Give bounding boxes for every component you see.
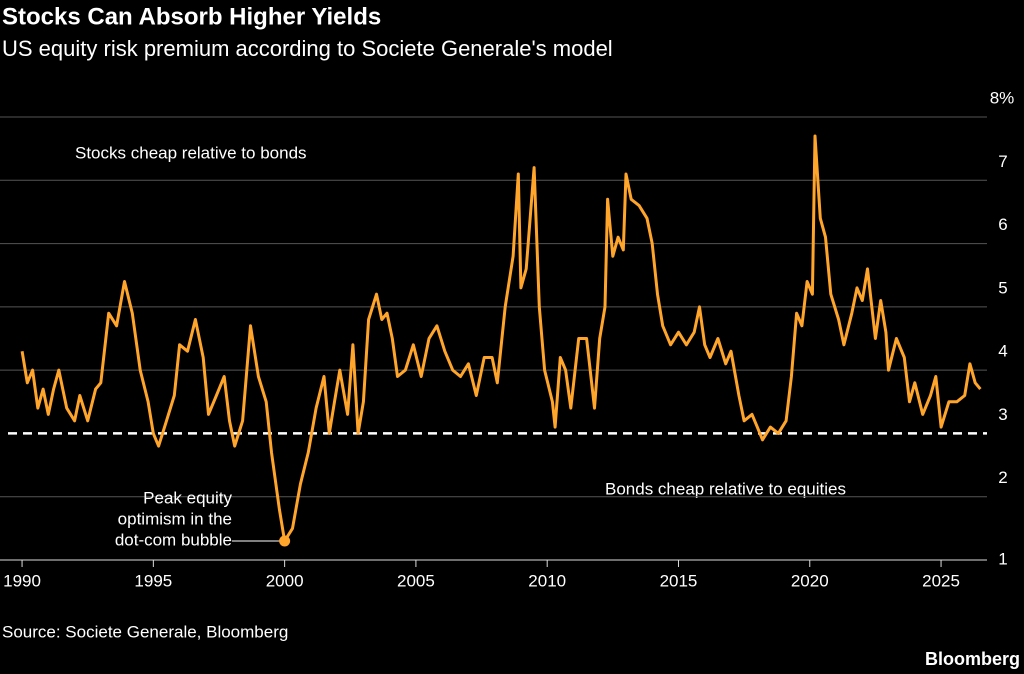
data-line [20, 134, 982, 543]
x-tick-label: 2010 [528, 571, 566, 590]
brand: Bloomberg [925, 649, 1020, 669]
region-label: Bonds cheap relative to equities [605, 479, 846, 498]
x-tick-label: 2020 [791, 571, 829, 590]
x-tick-label: 2000 [266, 571, 304, 590]
y-tick-label: 7 [998, 152, 1007, 171]
y-tick-label: 8% [990, 88, 1015, 107]
source: Source: Societe Generale, Bloomberg [2, 622, 288, 641]
y-tick-label: 3 [998, 405, 1007, 424]
x-tick-label: 2025 [922, 571, 960, 590]
y-tick-label: 6 [998, 215, 1007, 234]
x-tick-label: 2005 [397, 571, 435, 590]
annotation-text: optimism in the [118, 509, 232, 528]
y-tick-label: 1 [998, 549, 1007, 568]
x-tick-label: 1990 [3, 571, 41, 590]
y-tick-label: 4 [998, 342, 1007, 361]
x-tick-label: 1995 [134, 571, 172, 590]
chart-subtitle: US equity risk premium according to Soci… [2, 36, 613, 61]
annotation-text: Peak equity [143, 488, 232, 507]
chart-title: Stocks Can Absorb Higher Yields [2, 3, 381, 30]
y-tick-label: 2 [998, 468, 1007, 487]
x-tick-label: 2015 [660, 571, 698, 590]
region-label: Stocks cheap relative to bonds [75, 143, 307, 162]
y-tick-label: 5 [998, 278, 1007, 297]
annotation-point [279, 535, 291, 547]
annotation-text: dot-com bubble [115, 530, 232, 549]
